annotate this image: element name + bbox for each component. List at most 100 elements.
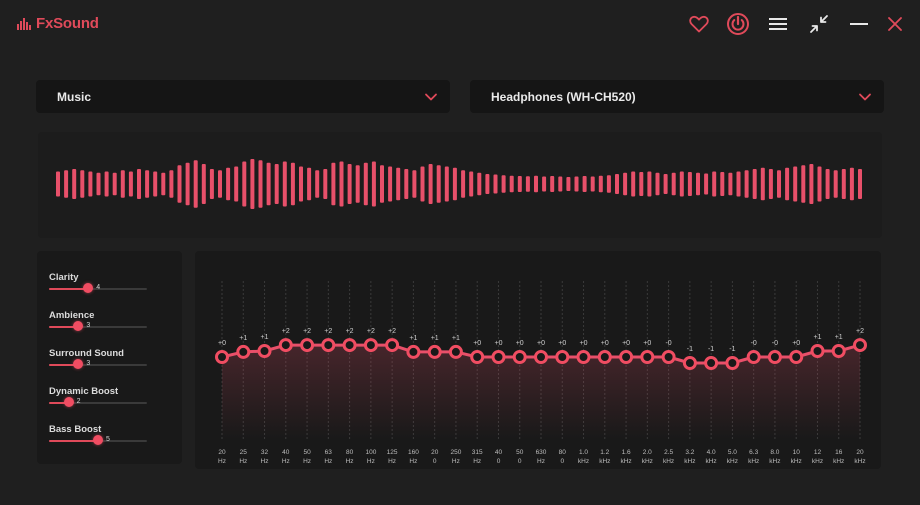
equalizer-panel: +0 20 Hz +1 25 Hz +1 32 Hz +2 40 Hz +2 50 Hz +2 63 Hz +2 80… xyxy=(195,251,881,469)
eq-band-handle[interactable] xyxy=(682,356,697,370)
effect-slider[interactable]: 4 xyxy=(49,283,147,293)
eq-frequency-unit: kHz xyxy=(727,458,738,465)
slider-track[interactable] xyxy=(49,326,147,328)
eq-gain-label: +0 xyxy=(792,340,800,347)
visualizer-bar xyxy=(177,165,182,203)
close-icon xyxy=(888,17,902,31)
eq-band-handle[interactable] xyxy=(704,356,719,370)
eq-frequency-label: 3.2 xyxy=(685,449,694,456)
visualizer-bar xyxy=(477,172,482,196)
eq-band-handle[interactable] xyxy=(278,338,293,353)
visualizer-bar xyxy=(388,166,393,202)
output-device-dropdown[interactable]: Headphones (WH-CH520) xyxy=(470,80,884,113)
eq-band-handle[interactable] xyxy=(619,350,634,364)
eq-band-handle[interactable] xyxy=(534,350,548,364)
effect-bass-boost: Bass Boost 5 xyxy=(49,424,159,445)
preset-selected-label: Music xyxy=(57,90,92,104)
eq-band-handle[interactable] xyxy=(236,344,251,359)
effect-slider[interactable]: 2 xyxy=(49,397,147,407)
eq-gain-label: +2 xyxy=(367,328,375,335)
eq-frequency-label: 20 xyxy=(218,449,226,456)
effect-slider[interactable]: 5 xyxy=(49,435,147,445)
eq-band-handle[interactable] xyxy=(831,344,846,358)
eq-band-handle[interactable] xyxy=(406,344,421,359)
eq-frequency-unit: kHz xyxy=(642,458,653,465)
chevron-down-icon xyxy=(425,93,437,101)
eq-band-handle[interactable] xyxy=(789,350,804,364)
eq-band-handle[interactable] xyxy=(427,344,442,359)
eq-band-handle[interactable] xyxy=(300,338,315,353)
eq-band-handle[interactable] xyxy=(385,338,400,353)
visualizer-bar xyxy=(647,171,652,197)
eq-frequency-label: 80 xyxy=(559,449,567,456)
minimize-button[interactable] xyxy=(846,11,872,37)
eq-frequency-label: 6.3 xyxy=(749,449,758,456)
eq-band-handle[interactable] xyxy=(640,350,655,364)
eq-frequency-label: 40 xyxy=(495,449,503,456)
eq-gain-label: -1 xyxy=(729,346,735,353)
eq-band-handle[interactable] xyxy=(725,356,740,370)
eq-band-handle[interactable] xyxy=(512,350,527,364)
slider-handle[interactable] xyxy=(63,397,74,407)
eq-band-handle[interactable] xyxy=(576,350,591,364)
slider-handle[interactable] xyxy=(73,359,84,369)
visualizer-bar xyxy=(290,162,295,206)
slider-value: 5 xyxy=(106,436,110,443)
effect-slider[interactable]: 3 xyxy=(49,321,147,331)
visualizer-bar xyxy=(493,174,498,194)
slider-track[interactable] xyxy=(49,402,147,404)
eq-band-handle[interactable] xyxy=(746,350,761,364)
eq-gain-label: +0 xyxy=(516,340,524,347)
visualizer-bar xyxy=(128,171,133,197)
preset-dropdown[interactable]: Music xyxy=(36,80,450,113)
close-button[interactable] xyxy=(882,11,908,37)
visualizer-bar xyxy=(315,170,320,198)
eq-band-handle[interactable] xyxy=(661,350,676,364)
favorite-button[interactable] xyxy=(686,11,712,37)
visualizer-bar xyxy=(363,162,368,206)
effect-slider[interactable]: 3 xyxy=(49,359,147,369)
eq-band-handle[interactable] xyxy=(810,344,825,358)
visualizer-bar xyxy=(679,171,684,197)
minimize-icon xyxy=(850,23,868,25)
visualizer-bar xyxy=(817,166,822,202)
eq-band-handle[interactable] xyxy=(257,344,272,358)
effect-label: Ambience xyxy=(49,310,95,321)
slider-handle[interactable] xyxy=(73,321,84,331)
eq-band-handle[interactable] xyxy=(215,350,229,364)
eq-frequency-unit: Hz xyxy=(218,458,226,465)
eq-gain-label: +1 xyxy=(835,334,843,341)
eq-band-handle[interactable] xyxy=(470,350,485,364)
eq-band-handle[interactable] xyxy=(597,350,612,364)
slider-handle[interactable] xyxy=(83,283,94,293)
visualizer-bar xyxy=(56,171,60,197)
eq-band-handle[interactable] xyxy=(555,350,570,364)
eq-frequency-unit: kHz xyxy=(705,458,716,465)
visualizer-bar xyxy=(785,167,790,201)
eq-band-handle[interactable] xyxy=(321,338,336,353)
eq-gain-label: +0 xyxy=(643,340,651,347)
eq-band-handle[interactable] xyxy=(853,338,867,353)
eq-band-handle[interactable] xyxy=(448,344,463,359)
visualizer-bar xyxy=(250,159,255,209)
eq-frequency-label: 80 xyxy=(346,449,354,456)
eq-band-handle[interactable] xyxy=(342,338,357,353)
compact-mode-button[interactable] xyxy=(806,11,832,37)
visualizer-bar xyxy=(841,169,846,199)
eq-frequency-unit: Hz xyxy=(261,458,269,465)
visualizer-bar xyxy=(696,172,700,196)
effect-ambience: Ambience 3 xyxy=(49,310,159,331)
slider-track[interactable] xyxy=(49,288,147,290)
slider-track[interactable] xyxy=(49,364,147,366)
eq-band-handle[interactable] xyxy=(767,350,782,364)
eq-band-handle[interactable] xyxy=(491,350,506,364)
eq-frequency-unit: kHz xyxy=(833,458,844,465)
eq-band-handle[interactable] xyxy=(363,338,378,353)
menu-button[interactable] xyxy=(765,11,791,37)
eq-frequency-unit: kHz xyxy=(769,458,780,465)
power-button[interactable] xyxy=(725,11,751,37)
visualizer-bar xyxy=(331,162,336,206)
visualizer-bar xyxy=(849,167,854,201)
equalizer-graph[interactable]: +0 20 Hz +1 25 Hz +1 32 Hz +2 40 Hz +2 50 Hz +2 63 Hz +2 80… xyxy=(195,251,881,469)
slider-handle[interactable] xyxy=(93,435,103,445)
